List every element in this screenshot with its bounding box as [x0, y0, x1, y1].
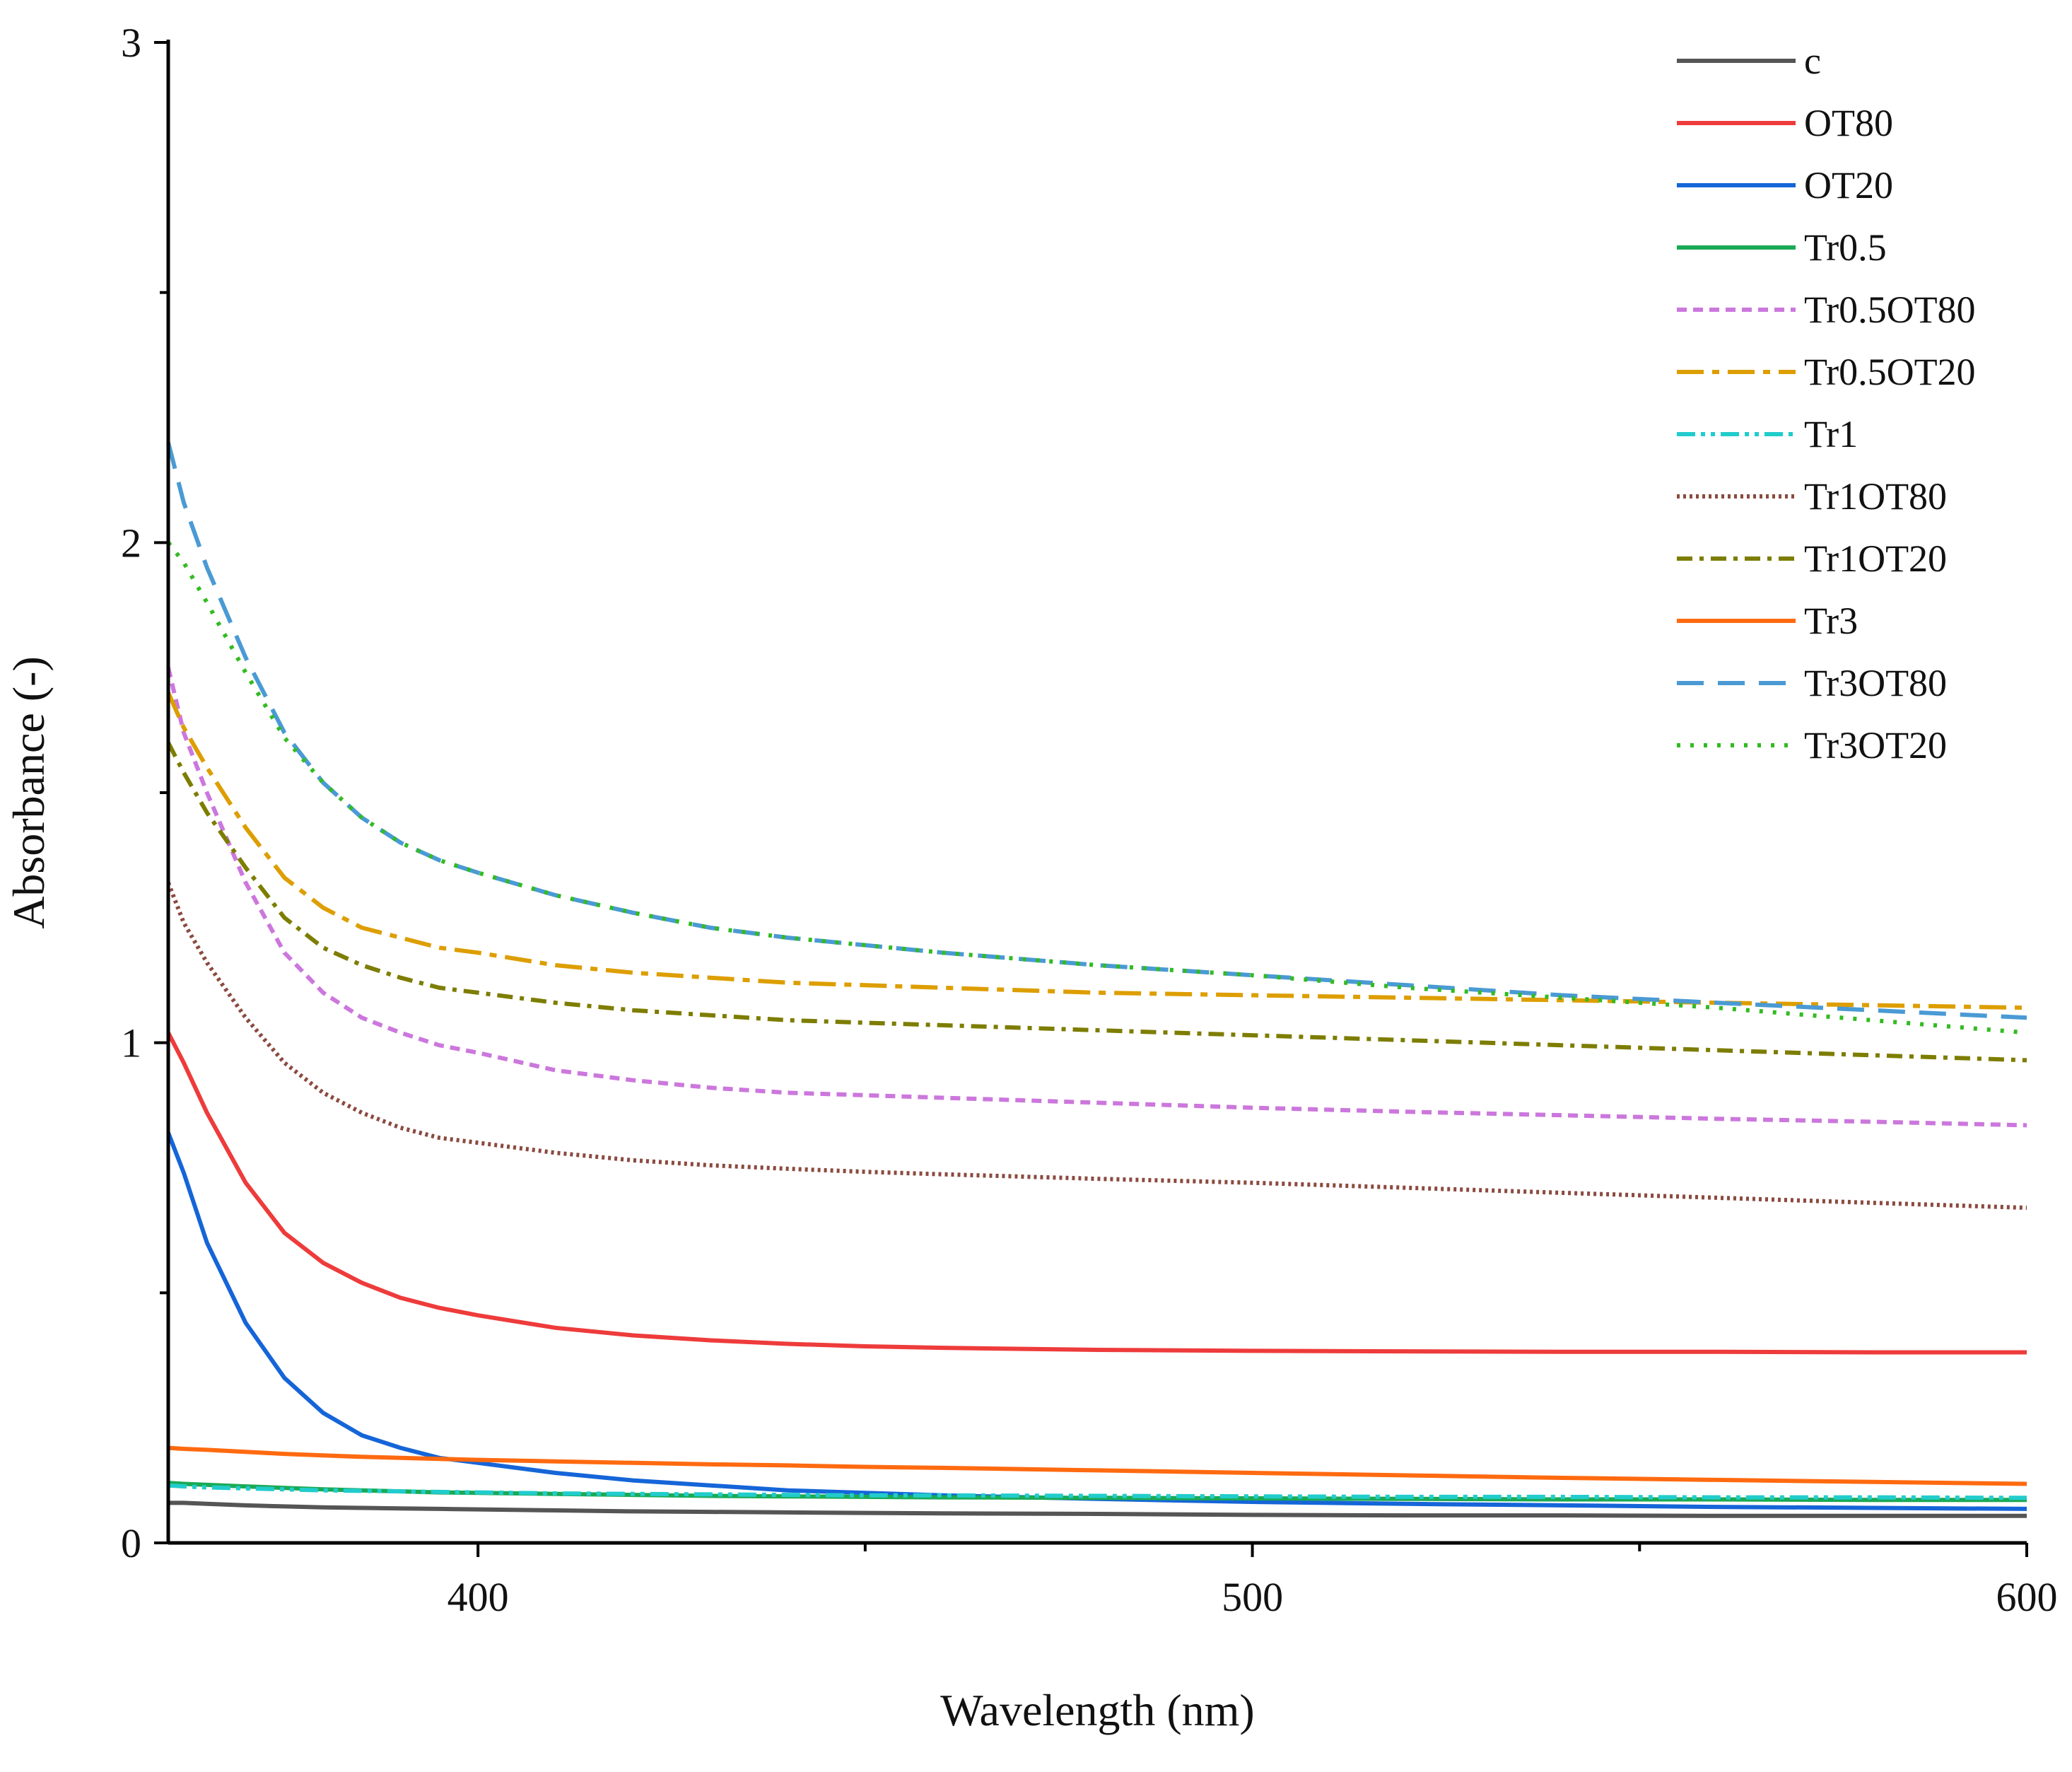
legend-label: c	[1804, 40, 1821, 82]
series-line-ot20	[166, 1131, 2027, 1511]
series-line-tr0-5ot80	[166, 667, 2027, 1128]
series-line-tr0-5ot20	[166, 692, 2027, 1010]
series-line-ot80	[166, 1032, 2027, 1355]
series-line-tr3	[168, 1445, 2027, 1486]
legend-label: Tr3OT20	[1804, 724, 1947, 766]
x-axis-title: Wavelength (nm)	[940, 1685, 1254, 1735]
legend-label: Tr3OT80	[1804, 662, 1947, 704]
x-tick-label: 600	[1996, 1574, 2058, 1620]
x-tick-label: 400	[447, 1574, 509, 1620]
legend-label: OT20	[1804, 164, 1893, 206]
legend-label: Tr3	[1804, 600, 1858, 642]
y-tick-label: 0	[121, 1520, 141, 1566]
series-line-tr1ot80	[166, 882, 2027, 1211]
legend-label: Tr0.5	[1804, 226, 1887, 269]
series-line-tr1	[168, 1483, 2027, 1500]
y-tick-label: 3	[121, 20, 141, 66]
y-tick-label: 2	[121, 520, 141, 566]
legend-label: Tr1OT80	[1804, 475, 1947, 518]
legend-label: Tr1	[1804, 413, 1858, 455]
series-lines	[166, 442, 2027, 1518]
legend-label: Tr0.5OT80	[1804, 288, 1976, 331]
y-tick-label: 1	[121, 1020, 141, 1066]
axes: 0 1 2 3 400 500 600	[121, 20, 2058, 1620]
legend: c OT80 OT20 Tr0.5 Tr0.5OT80 Tr0.5OT20 Tr1 Tr1OT…	[1677, 40, 1976, 766]
legend-label: Tr1OT20	[1804, 537, 1947, 580]
series-line-tr3ot80	[166, 442, 2027, 1020]
legend-label: Tr0.5OT20	[1804, 351, 1976, 393]
series-line-tr3ot20	[166, 541, 2027, 1035]
y-axis-title: Absorbance (-)	[4, 656, 54, 929]
legend-label: OT80	[1804, 102, 1893, 144]
series-line-c	[168, 1500, 2027, 1518]
series-line-tr1ot20	[166, 741, 2027, 1063]
x-tick-label: 500	[1222, 1574, 1283, 1620]
